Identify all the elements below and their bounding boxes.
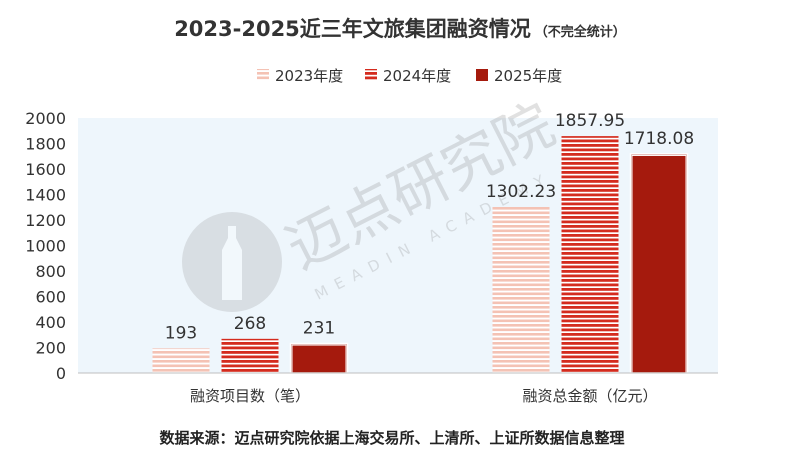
legend-swatch	[365, 69, 377, 81]
legend-swatch	[257, 69, 269, 81]
legend-label: 2025年度	[494, 67, 562, 85]
bar-2023年度-1	[492, 206, 550, 373]
y-tick-label: 200	[35, 339, 66, 358]
bar-2023年度-0	[152, 348, 210, 373]
data-label: 268	[234, 314, 266, 334]
legend-label: 2023年度	[275, 67, 343, 85]
bar-2024年度-1	[561, 136, 619, 373]
source-note: 数据来源：迈点研究院依据上海交易所、上清所、上证所数据信息整理	[159, 429, 624, 447]
chart-subtitle: （不完全统计）	[535, 24, 626, 40]
x-category-label: 融资项目数（笔）	[190, 387, 310, 405]
legend-swatch	[476, 69, 488, 81]
y-tick-label: 1000	[25, 237, 66, 256]
chart-title: 2023-2025近三年文旅集团融资情况 （不完全统计）	[174, 17, 626, 41]
y-axis: 0 200 400 600 800 1000 1200 1400 1600 1800 2000	[25, 109, 66, 383]
y-tick-label: 1200	[25, 211, 66, 230]
y-tick-label: 1400	[25, 186, 66, 205]
y-tick-label: 400	[35, 313, 66, 332]
y-tick-label: 800	[35, 262, 66, 281]
y-tick-label: 1600	[25, 160, 66, 179]
legend-item: 2025年度	[476, 67, 562, 85]
bar-2025年度-1	[629, 153, 689, 374]
watermark-building-icon	[222, 226, 242, 300]
data-label: 1302.23	[486, 182, 556, 202]
chart-title-main: 2023-2025近三年文旅集团融资情况	[174, 17, 531, 41]
y-tick-label: 1800	[25, 135, 66, 154]
legend-label: 2024年度	[383, 67, 451, 85]
data-label: 1718.08	[624, 129, 694, 149]
bar-2024年度-0	[221, 338, 279, 373]
y-tick-label: 0	[56, 364, 66, 383]
data-label: 193	[165, 323, 197, 343]
legend: 2023年度 2024年度 2025年度	[257, 67, 562, 85]
legend-item: 2023年度	[257, 67, 343, 85]
legend-item: 2024年度	[365, 67, 451, 85]
bar-2025年度-0	[289, 342, 349, 374]
data-label: 1857.95	[555, 111, 625, 131]
data-label: 231	[303, 319, 335, 339]
watermark-logo-icon	[182, 212, 282, 312]
y-tick-label: 600	[35, 288, 66, 307]
y-tick-label: 2000	[25, 109, 66, 128]
x-category-label: 融资总金额（亿元）	[522, 387, 657, 405]
x-axis: 融资项目数（笔） 融资总金额（亿元）	[190, 387, 658, 405]
